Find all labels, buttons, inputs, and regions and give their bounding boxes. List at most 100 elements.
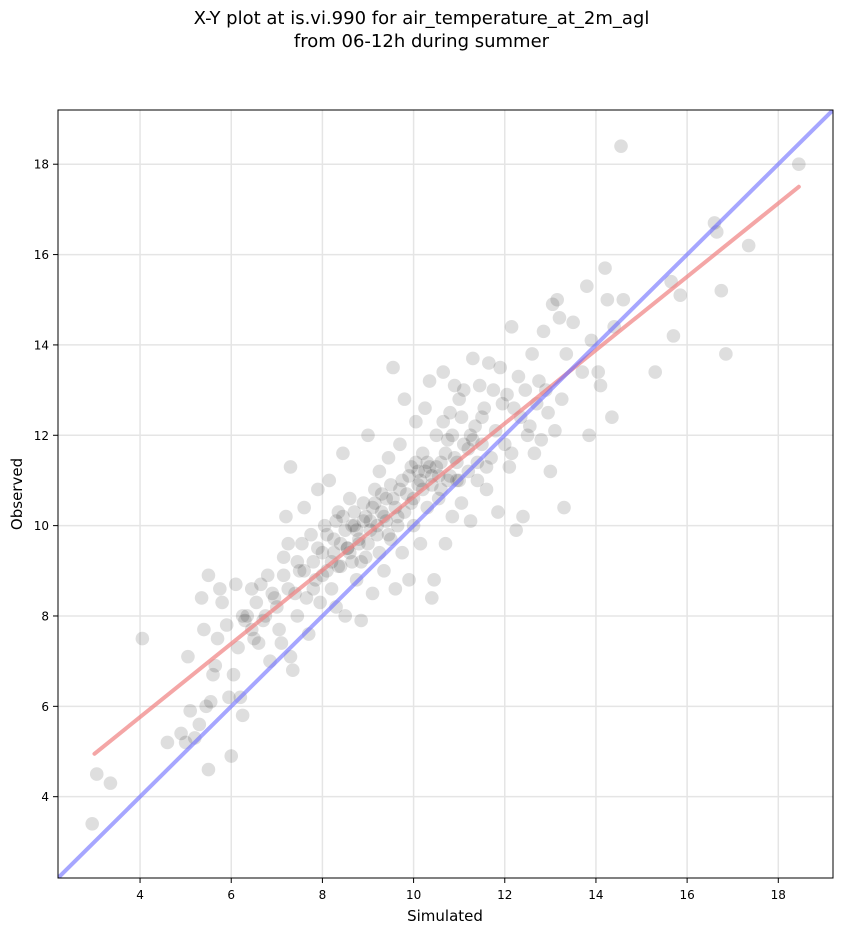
data-point: [254, 577, 268, 592]
data-point: [445, 509, 460, 524]
data-point: [347, 505, 362, 519]
x-tick-label: 16: [679, 888, 694, 902]
data-point: [338, 609, 353, 623]
data-point: [482, 356, 496, 370]
data-point: [397, 392, 412, 406]
data-point: [327, 532, 341, 546]
data-point: [566, 315, 580, 330]
data-point: [388, 582, 403, 596]
data-point: [395, 473, 409, 488]
data-point: [714, 283, 729, 298]
data-point: [673, 288, 688, 303]
data-point: [440, 473, 455, 488]
data-point: [393, 482, 407, 497]
y-tick-label: 14: [34, 338, 49, 352]
data-point: [356, 514, 371, 528]
data-point: [500, 387, 514, 402]
data-point: [447, 378, 462, 393]
data-point: [422, 460, 437, 474]
data-point: [206, 667, 220, 682]
data-point: [470, 473, 485, 488]
y-tick-label: 4: [41, 790, 49, 804]
data-point: [240, 609, 254, 623]
data-point: [160, 735, 175, 750]
data-point: [285, 663, 300, 677]
data-point: [238, 613, 252, 628]
x-tick-label: 6: [227, 888, 235, 902]
data-point: [393, 437, 407, 452]
data-point: [418, 464, 432, 479]
data-point: [368, 496, 382, 510]
data-point: [605, 410, 619, 425]
data-point: [247, 631, 261, 646]
data-point: [338, 523, 353, 537]
data-point: [299, 591, 314, 605]
data-point: [281, 536, 296, 551]
data-point: [379, 491, 394, 506]
data-point: [345, 554, 359, 569]
data-point: [411, 464, 425, 479]
regression-line: [92, 184, 801, 756]
data-point: [320, 527, 334, 542]
data-point: [390, 518, 405, 533]
x-axis-label: Simulated: [407, 907, 483, 925]
data-point: [518, 383, 533, 397]
data-point: [415, 446, 430, 461]
data-point: [377, 564, 391, 578]
data-point: [541, 405, 555, 420]
data-point: [614, 139, 628, 153]
data-point: [395, 545, 409, 560]
data-point: [249, 595, 264, 610]
data-point: [456, 437, 471, 452]
data-point: [383, 478, 398, 492]
data-point: [333, 559, 348, 574]
data-point: [315, 545, 330, 560]
data-point: [215, 595, 229, 610]
x-tick-label: 18: [771, 888, 786, 902]
fit-lines: [58, 110, 833, 878]
data-point: [276, 550, 291, 565]
data-point: [504, 446, 519, 461]
plot-frame: [57, 109, 834, 879]
data-point: [648, 365, 663, 379]
data-point: [509, 523, 523, 537]
data-point: [260, 568, 275, 583]
data-point: [536, 324, 551, 339]
data-point: [174, 726, 188, 741]
data-point: [719, 347, 733, 361]
y-tick-label: 10: [34, 519, 49, 533]
data-point: [208, 658, 223, 673]
data-point: [550, 292, 564, 307]
data-point: [527, 446, 542, 461]
data-point: [429, 460, 444, 474]
data-point: [365, 586, 380, 601]
data-point: [495, 396, 510, 411]
data-point: [552, 311, 567, 325]
data-point: [329, 514, 343, 528]
data-point: [438, 536, 453, 551]
data-point: [85, 816, 99, 831]
data-point: [463, 514, 478, 528]
data-point: [381, 527, 396, 542]
data-point: [290, 554, 305, 569]
data-point: [213, 582, 227, 596]
data-point: [356, 496, 371, 510]
data-point: [479, 482, 494, 497]
data-point: [194, 591, 209, 605]
data-point: [580, 279, 594, 293]
y-tick-label: 6: [41, 700, 49, 714]
data-point: [420, 455, 435, 470]
data-point: [276, 568, 291, 583]
data-point: [363, 514, 378, 528]
data-point: [311, 541, 325, 556]
data-point: [520, 428, 535, 443]
data-point: [575, 365, 590, 379]
chart-title-line-1: X-Y plot at is.vi.990 for air_temperatur…: [193, 8, 650, 29]
chart-title-line-2: from 06-12h during summer: [293, 31, 550, 52]
data-point: [201, 762, 216, 777]
data-point: [582, 428, 596, 443]
data-point: [324, 582, 339, 596]
data-point: [591, 365, 606, 379]
data-point: [313, 595, 327, 610]
data-point: [304, 527, 318, 542]
